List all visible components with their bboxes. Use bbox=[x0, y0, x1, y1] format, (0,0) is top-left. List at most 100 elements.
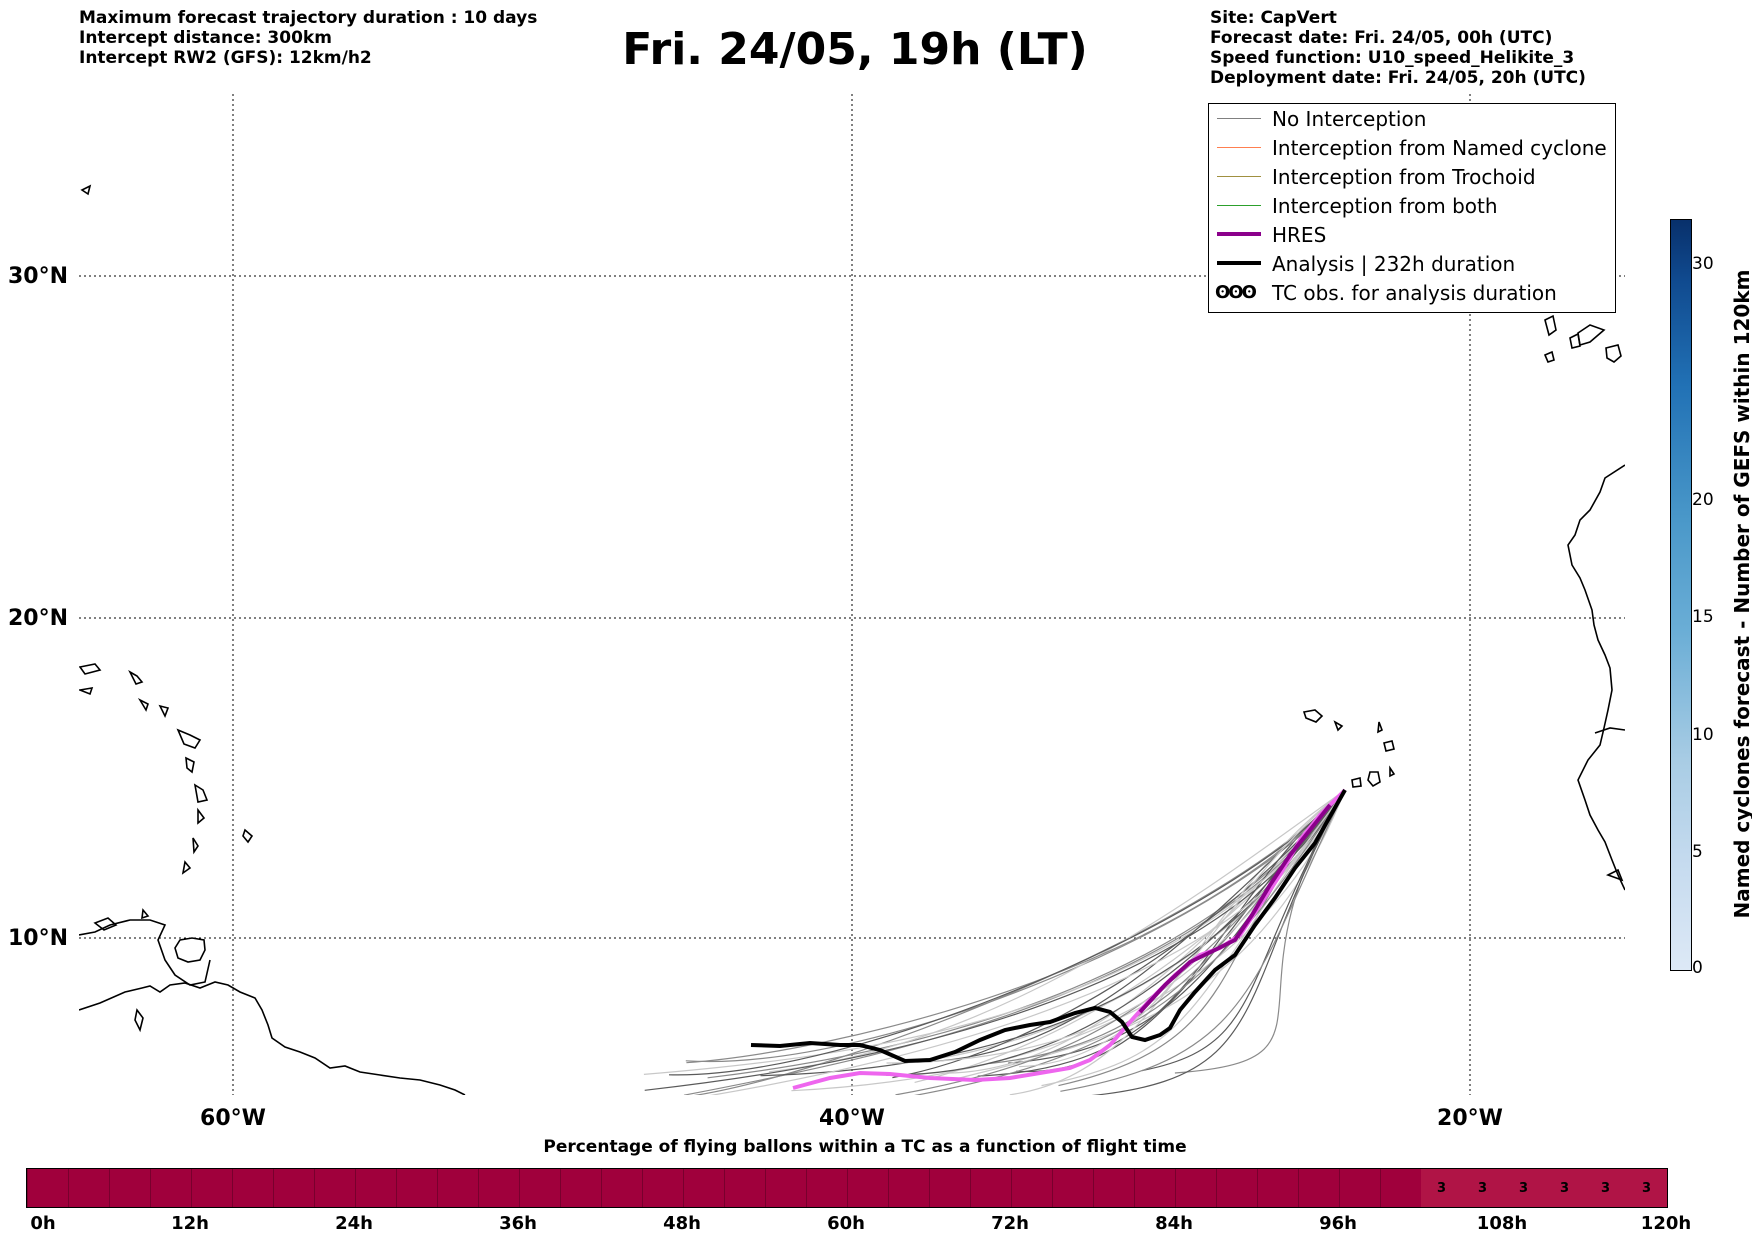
legend-label: Interception from Trochoid bbox=[1272, 165, 1536, 189]
intercept-rw2-text: Intercept RW2 (GFS): 12km/h2 bbox=[79, 48, 372, 68]
percentage-bar: 3 3 3 3 3 3 bbox=[26, 1168, 1668, 1208]
percentage-bar-segment bbox=[724, 1169, 765, 1207]
hour-tick-label: 12h bbox=[171, 1213, 209, 1234]
lon-label-40w: 40°W bbox=[819, 1106, 885, 1131]
hour-tick-label: 36h bbox=[499, 1213, 537, 1234]
percentage-bar-segment bbox=[396, 1169, 437, 1207]
hour-tick-label: 84h bbox=[1155, 1213, 1193, 1234]
legend-label: TC obs. for analysis duration bbox=[1272, 281, 1557, 305]
percentage-bar-segment bbox=[1052, 1169, 1093, 1207]
ensemble-trajectory bbox=[977, 789, 1346, 1077]
trinidad-outline bbox=[174, 937, 206, 963]
percentage-bar-segment bbox=[27, 1169, 68, 1207]
colorbar-tick: 20 bbox=[1692, 490, 1714, 510]
ensemble-trajectory bbox=[709, 789, 1346, 1095]
tc-symbol-icon: ʘʘʘ bbox=[1215, 282, 1257, 303]
header-left-info: Maximum forecast trajectory duration : 1… bbox=[79, 8, 537, 68]
percentage-bar-segment bbox=[314, 1169, 355, 1207]
legend-swatch-gray bbox=[1217, 118, 1261, 119]
colorbar-tick: 10 bbox=[1692, 725, 1714, 745]
gambia-estuary bbox=[1594, 727, 1625, 734]
legend-swatch-green bbox=[1217, 205, 1261, 206]
legend-swatch-orange bbox=[1217, 147, 1261, 148]
ensemble-trajectory bbox=[1174, 789, 1346, 1074]
percentage-bar-segment bbox=[232, 1169, 273, 1207]
legend-label: No Interception bbox=[1272, 107, 1427, 131]
legend-item-no-interception: No Interception bbox=[1209, 106, 1615, 132]
lat-label-30n: 30°N bbox=[8, 264, 69, 289]
legend-item-both: Interception from both bbox=[1209, 193, 1615, 219]
legend-swatch-black bbox=[1217, 261, 1261, 265]
legend-item-trochoid: Interception from Trochoid bbox=[1209, 164, 1615, 190]
colorbar-label: Named cyclones forecast - Number of GEFS… bbox=[1730, 269, 1752, 919]
south-america-coastline bbox=[79, 981, 466, 1095]
legend-label: Analysis | 232h duration bbox=[1272, 252, 1516, 276]
hour-tick-label: 48h bbox=[663, 1213, 701, 1234]
page-title: Fri. 24/05, 19h (LT) bbox=[622, 24, 1088, 75]
percentage-bar-segment bbox=[273, 1169, 314, 1207]
legend-item-named-cyclone: Interception from Named cyclone bbox=[1209, 135, 1615, 161]
hour-tick-label: 0h bbox=[30, 1213, 56, 1234]
percentage-bar-segment bbox=[560, 1169, 601, 1207]
percentage-value-label: 3 bbox=[1477, 1181, 1488, 1196]
percentage-value-label: 3 bbox=[1518, 1181, 1529, 1196]
ensemble-trajectory bbox=[643, 789, 1346, 1075]
lon-label-60w: 60°W bbox=[200, 1106, 266, 1131]
percentage-bar-segment bbox=[1257, 1169, 1298, 1207]
percentage-bar-segment bbox=[478, 1169, 519, 1207]
hour-tick-label: 96h bbox=[1319, 1213, 1357, 1234]
venezuela-coast bbox=[79, 919, 211, 986]
percentage-bar-segment bbox=[109, 1169, 150, 1207]
percentage-bar-segment bbox=[1298, 1169, 1339, 1207]
canary-islands bbox=[1543, 314, 1622, 363]
hour-tick-label: 60h bbox=[827, 1213, 865, 1234]
percentage-bar-segment bbox=[888, 1169, 929, 1207]
hres-trajectory bbox=[792, 788, 1347, 1090]
ensemble-trajectory bbox=[693, 789, 1346, 1095]
ensemble-trajectory bbox=[668, 789, 1346, 1076]
deployment-date-text: Deployment date: Fri. 24/05, 20h (UTC) bbox=[1210, 68, 1586, 88]
percentage-bar-segment bbox=[1380, 1169, 1421, 1207]
percentage-bar-segment bbox=[191, 1169, 232, 1207]
percentage-bar-segment bbox=[601, 1169, 642, 1207]
percentage-bar-segment bbox=[847, 1169, 888, 1207]
ensemble-trajectory bbox=[644, 789, 1346, 1091]
header-right-info: Site: CapVert Forecast date: Fri. 24/05,… bbox=[1210, 8, 1586, 88]
ensemble-trajectory bbox=[685, 789, 1346, 1063]
ensemble-trajectory bbox=[946, 789, 1346, 1074]
percentage-bar-segment bbox=[437, 1169, 478, 1207]
legend-item-hres: HRES bbox=[1209, 222, 1615, 248]
lat-label-20n: 20°N bbox=[8, 606, 69, 631]
legend-item-analysis: Analysis | 232h duration bbox=[1209, 251, 1615, 277]
legend-label: Interception from Named cyclone bbox=[1272, 136, 1607, 160]
ensemble-trajectory bbox=[886, 789, 1346, 1064]
percentage-bar-segment bbox=[929, 1169, 970, 1207]
ensemble-trajectory bbox=[768, 789, 1346, 1073]
speed-function-text: Speed function: U10_speed_Helikite_3 bbox=[1210, 48, 1575, 68]
percentage-bar-segment bbox=[1175, 1169, 1216, 1207]
hour-tick-label: 120h bbox=[1640, 1213, 1692, 1234]
legend-swatch-purple bbox=[1217, 232, 1261, 236]
percentage-bar-segment bbox=[683, 1169, 724, 1207]
hres-purple-segment bbox=[1138, 803, 1332, 1014]
percentage-bar-segment bbox=[1216, 1169, 1257, 1207]
percentage-bar-segment bbox=[1339, 1169, 1380, 1207]
max-duration-text: Maximum forecast trajectory duration : 1… bbox=[79, 8, 538, 28]
percentage-bar-segment bbox=[806, 1169, 847, 1207]
hour-tick-label: 72h bbox=[991, 1213, 1029, 1234]
percentage-bar-segment bbox=[1134, 1169, 1175, 1207]
percentage-bar-segment bbox=[150, 1169, 191, 1207]
colorbar bbox=[1670, 219, 1692, 971]
guinea-bissau-islands bbox=[1605, 868, 1624, 882]
ensemble-trajectory bbox=[686, 789, 1346, 1064]
map-legend: No Interception Interception from Named … bbox=[1208, 103, 1616, 313]
percentage-bar-segment bbox=[765, 1169, 806, 1207]
lesser-antilles bbox=[79, 663, 254, 1033]
hour-tick-label: 108h bbox=[1476, 1213, 1528, 1234]
lon-label-20w: 20°W bbox=[1437, 1106, 1503, 1131]
percentage-value-label: 3 bbox=[1600, 1181, 1611, 1196]
ensemble-trajectory bbox=[1090, 789, 1346, 1095]
percentage-bar-segment bbox=[68, 1169, 109, 1207]
percentage-value-label: 3 bbox=[1559, 1181, 1570, 1196]
legend-label: Interception from both bbox=[1272, 194, 1498, 218]
